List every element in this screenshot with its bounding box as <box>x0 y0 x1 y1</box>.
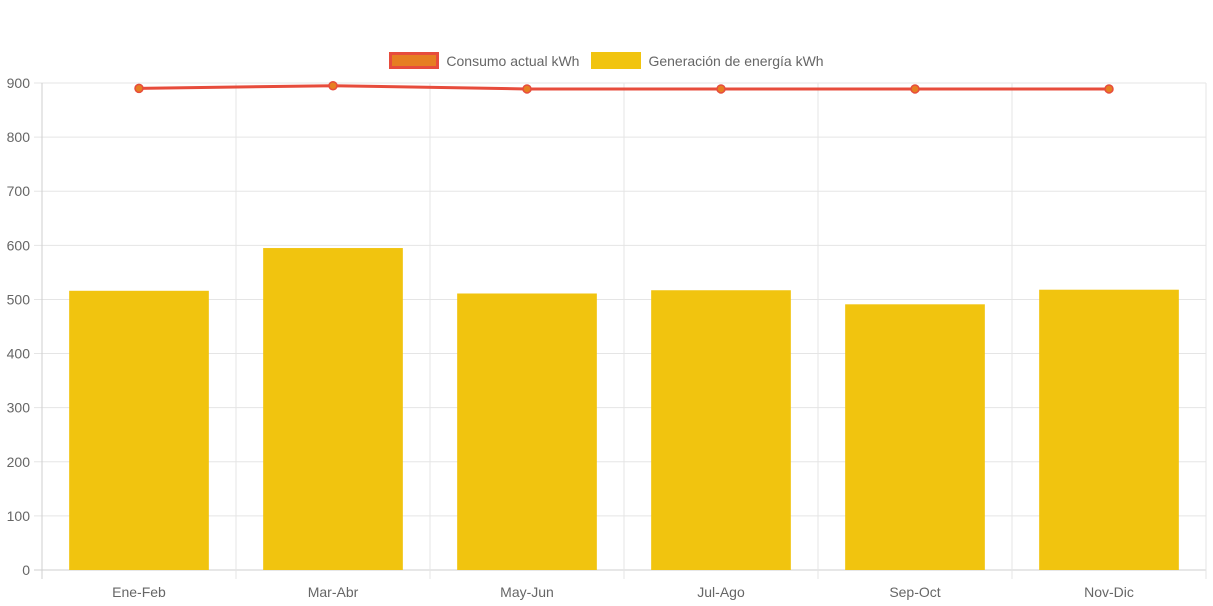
x-tick-label: May-Jun <box>500 584 554 600</box>
legend-item-consumo[interactable]: Consumo actual kWh <box>389 52 579 69</box>
x-tick-label: Mar-Abr <box>308 584 359 600</box>
y-tick-label: 600 <box>7 237 31 253</box>
x-axis: Ene-Feb Mar-Abr May-Jun Jul-Ago Sep-Oct Nov-D… <box>112 584 1134 600</box>
y-tick-label: 700 <box>7 183 31 199</box>
line-point-nov-dic[interactable] <box>1104 84 1114 94</box>
x-tick-label: Nov-Dic <box>1084 584 1134 600</box>
x-tick-label: Jul-Ago <box>697 584 745 600</box>
y-tick-label: 500 <box>7 291 31 307</box>
bar-ene-feb[interactable] <box>69 290 209 570</box>
bar-series <box>69 248 1179 571</box>
line-point-ene-feb[interactable] <box>134 83 144 94</box>
y-tick-label: 900 <box>7 75 31 91</box>
legend-label-generacion: Generación de energía kWh <box>648 52 824 69</box>
line-point-jul-ago[interactable] <box>716 84 726 94</box>
y-axis: 0 100 200 300 400 500 600 700 800 900 <box>7 75 31 578</box>
y-tick-label: 100 <box>7 508 31 524</box>
chart-grid <box>34 82 1207 579</box>
bar-mar-abr[interactable] <box>263 248 403 571</box>
legend-label-consumo: Consumo actual kWh <box>446 52 580 69</box>
line-point-may-jun[interactable] <box>522 84 532 94</box>
y-tick-label: 400 <box>7 346 31 362</box>
x-tick-label: Ene-Feb <box>112 584 166 600</box>
consumo-line <box>138 84 1109 91</box>
line-series <box>134 80 1114 94</box>
y-tick-label: 300 <box>7 400 31 416</box>
y-tick-label: 0 <box>22 562 30 578</box>
bar-may-jun[interactable] <box>457 293 597 570</box>
bar-sep-oct[interactable] <box>845 304 985 570</box>
legend-swatch-consumo <box>389 52 440 69</box>
legend-swatch-generacion <box>591 52 642 69</box>
line-point-mar-abr[interactable] <box>328 80 338 91</box>
legend-item-generacion[interactable]: Generación de energía kWh <box>591 52 824 69</box>
line-point-sep-oct[interactable] <box>910 84 920 94</box>
x-tick-label: Sep-Oct <box>889 584 940 600</box>
y-tick-label: 800 <box>7 129 31 145</box>
chart-legend: Consumo actual kWh Generación de energía… <box>0 52 1213 69</box>
bar-jul-ago[interactable] <box>651 290 791 570</box>
bar-nov-dic[interactable] <box>1039 289 1179 570</box>
y-tick-label: 200 <box>7 454 31 470</box>
